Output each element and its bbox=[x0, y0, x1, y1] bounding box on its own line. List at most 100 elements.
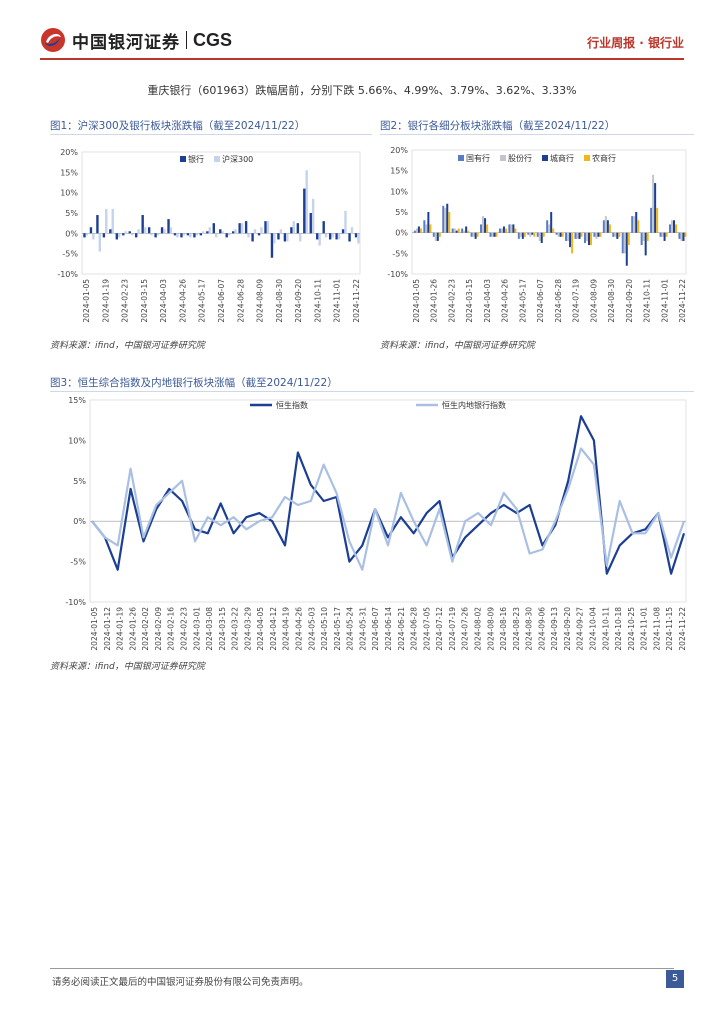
fig1-bar-沪深300 bbox=[273, 233, 276, 244]
fig1-bar-沪深300 bbox=[202, 231, 205, 234]
fig3-xtick-label: 2024-11-22 bbox=[678, 607, 687, 651]
fig1-bar-沪深300 bbox=[169, 227, 173, 234]
fig3-xtick-label: 2024-11-15 bbox=[665, 607, 674, 651]
fig1-bar-银行 bbox=[238, 223, 241, 234]
fig1-ytick-label: 10% bbox=[60, 189, 78, 198]
fig1-bar-沪深300 bbox=[130, 233, 134, 236]
fig3-xtick-label: 2024-02-23 bbox=[179, 607, 188, 651]
fig1-bar-沪深300 bbox=[189, 233, 192, 238]
fig1-bar-沪深300 bbox=[299, 233, 302, 242]
fig2-legend-swatch bbox=[542, 155, 548, 161]
fig2-bar-农商行 bbox=[486, 224, 489, 233]
fig2-bar-股份行 bbox=[671, 220, 674, 233]
fig2-bar-农商行 bbox=[504, 228, 507, 233]
fig1-xtick-label: 2024-04-03 bbox=[159, 279, 168, 323]
fig1-bar-银行 bbox=[270, 233, 274, 258]
section-title: 行业周报 · 银行业 bbox=[587, 36, 684, 50]
fig1-bar-银行 bbox=[160, 227, 164, 234]
fig1-ytick-label: -10% bbox=[57, 270, 78, 279]
fig3-xtick-label: 2024-01-12 bbox=[103, 607, 112, 651]
fig1-bar-银行 bbox=[335, 233, 338, 240]
fig2-bar-农商行 bbox=[429, 224, 432, 233]
fig1-bar-银行 bbox=[322, 221, 325, 234]
fig1-bar-沪深300 bbox=[324, 233, 328, 238]
fig2-xtick-label: 2024-07-19 bbox=[572, 279, 581, 323]
fig2-bar-农商行 bbox=[684, 232, 687, 237]
fig1-bar-沪深300 bbox=[266, 221, 270, 234]
footer-disclaimer: 请务必阅读正文最后的中国银河证券股份有限公司免责声明。 bbox=[52, 977, 309, 988]
fig2-bar-股份行 bbox=[472, 232, 475, 237]
fig3-xtick-label: 2024-07-12 bbox=[435, 607, 444, 651]
fig2-bar-农商行 bbox=[495, 232, 498, 237]
fig3-xtick-label: 2024-06-07 bbox=[371, 607, 380, 651]
fig2-caption: 图2：银行各细分板块涨跌幅（截至2024/11/22） bbox=[380, 118, 694, 135]
fig1-source: 资料来源：ifind，中国银河证券研究院 bbox=[50, 341, 205, 351]
fig1-bar-银行 bbox=[128, 231, 131, 234]
fig3-xtick-label: 2024-04-26 bbox=[295, 607, 304, 651]
brand-name-en: CGS bbox=[193, 29, 233, 50]
fig2-ytick-label: 10% bbox=[390, 187, 408, 196]
fig2-xtick-label: 2024-03-15 bbox=[465, 279, 474, 323]
fig2-xtick-label: 2024-02-23 bbox=[447, 279, 456, 323]
fig2-bar-股份行 bbox=[453, 228, 456, 233]
fig2-bar-城商行 bbox=[569, 232, 572, 248]
fig1-bar-沪深300 bbox=[163, 229, 166, 234]
cgs-logo-icon bbox=[41, 28, 65, 52]
fig1-bar-银行 bbox=[354, 233, 358, 238]
fig2-bar-国有行 bbox=[659, 232, 662, 237]
fig2-ytick-label: 5% bbox=[395, 208, 408, 217]
fig2-bar-国有行 bbox=[470, 232, 473, 237]
fig3-line-恒生内地银行指数 bbox=[91, 447, 686, 571]
fig2-bar-农商行 bbox=[542, 232, 545, 237]
fig1-bar-沪深300 bbox=[292, 221, 295, 234]
fig2-bar-农商行 bbox=[646, 232, 649, 241]
fig3-xtick-label: 2024-01-05 bbox=[90, 607, 99, 651]
fig2-bar-国有行 bbox=[574, 232, 577, 239]
fig1-bar-沪深300 bbox=[305, 170, 308, 234]
fig1-bar-沪深300 bbox=[124, 231, 127, 234]
fig1-bar-沪深300 bbox=[182, 233, 186, 236]
fig3-xtick-label: 2024-05-10 bbox=[320, 607, 329, 651]
fig2-bar-城商行 bbox=[484, 218, 487, 233]
fig2-bar-城商行 bbox=[644, 232, 647, 256]
brand-name-cn: 中国银河证券 bbox=[72, 32, 180, 53]
fig1-bar-银行 bbox=[328, 233, 332, 240]
fig2-bar-股份行 bbox=[538, 232, 541, 241]
fig3-xtick-label: 2024-05-17 bbox=[333, 607, 342, 651]
fig1-bar-沪深300 bbox=[176, 233, 179, 238]
fig1-bar-银行 bbox=[290, 227, 293, 234]
fig1-bar-银行 bbox=[219, 229, 222, 234]
fig2-bar-城商行 bbox=[493, 232, 496, 237]
fig2-legend-swatch bbox=[500, 155, 506, 161]
fig3-xtick-label: 2024-05-31 bbox=[358, 607, 367, 651]
fig3-ytick-label: 5% bbox=[73, 477, 86, 486]
fig1-bar-银行 bbox=[141, 215, 144, 234]
fig2-bar-股份行 bbox=[652, 174, 655, 233]
fig2-bar-农商行 bbox=[571, 232, 574, 254]
fig3-xtick-label: 2024-08-16 bbox=[499, 607, 508, 651]
fig2-bar-农商行 bbox=[627, 232, 630, 246]
fig3-xtick-label: 2024-04-05 bbox=[256, 607, 265, 651]
brand-divider bbox=[186, 31, 187, 49]
fig1-xtick-label: 2024-05-17 bbox=[198, 279, 207, 323]
fig2-bar-城商行 bbox=[436, 232, 439, 241]
fig3-xtick-label: 2024-03-15 bbox=[218, 607, 227, 651]
fig1-bar-银行 bbox=[257, 233, 261, 236]
fig2-bar-股份行 bbox=[585, 232, 588, 241]
fig3-xtick-label: 2024-06-14 bbox=[384, 607, 393, 651]
fig1-bar-沪深300 bbox=[143, 227, 147, 234]
fig2-bar-国有行 bbox=[565, 232, 568, 241]
fig2-xtick-label: 2024-11-01 bbox=[660, 279, 669, 323]
fig2-bar-城商行 bbox=[663, 232, 666, 241]
fig2-bar-股份行 bbox=[576, 232, 579, 239]
fig1-bar-银行 bbox=[244, 221, 248, 234]
fig1-ytick-label: 20% bbox=[60, 148, 78, 157]
fig1-bar-沪深300 bbox=[92, 233, 95, 240]
fig2-bar-股份行 bbox=[434, 232, 437, 241]
fig3-legend-label: 恒生内地银行指数 bbox=[442, 400, 506, 410]
fig2-bar-农商行 bbox=[438, 232, 441, 237]
fig2-bar-股份行 bbox=[444, 207, 447, 233]
fig1-bar-沪深300 bbox=[234, 229, 237, 234]
fig2-bar-城商行 bbox=[682, 232, 685, 241]
fig1-bar-沪深300 bbox=[85, 233, 89, 236]
